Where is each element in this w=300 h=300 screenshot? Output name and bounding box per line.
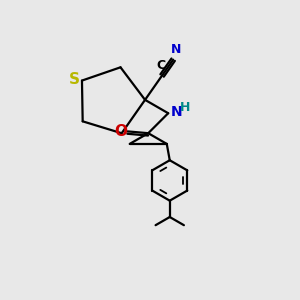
Text: C: C [156, 59, 165, 72]
Text: S: S [69, 72, 80, 87]
Text: H: H [179, 101, 190, 114]
Text: O: O [115, 124, 128, 139]
Text: N: N [171, 105, 182, 119]
Text: N: N [171, 43, 181, 56]
